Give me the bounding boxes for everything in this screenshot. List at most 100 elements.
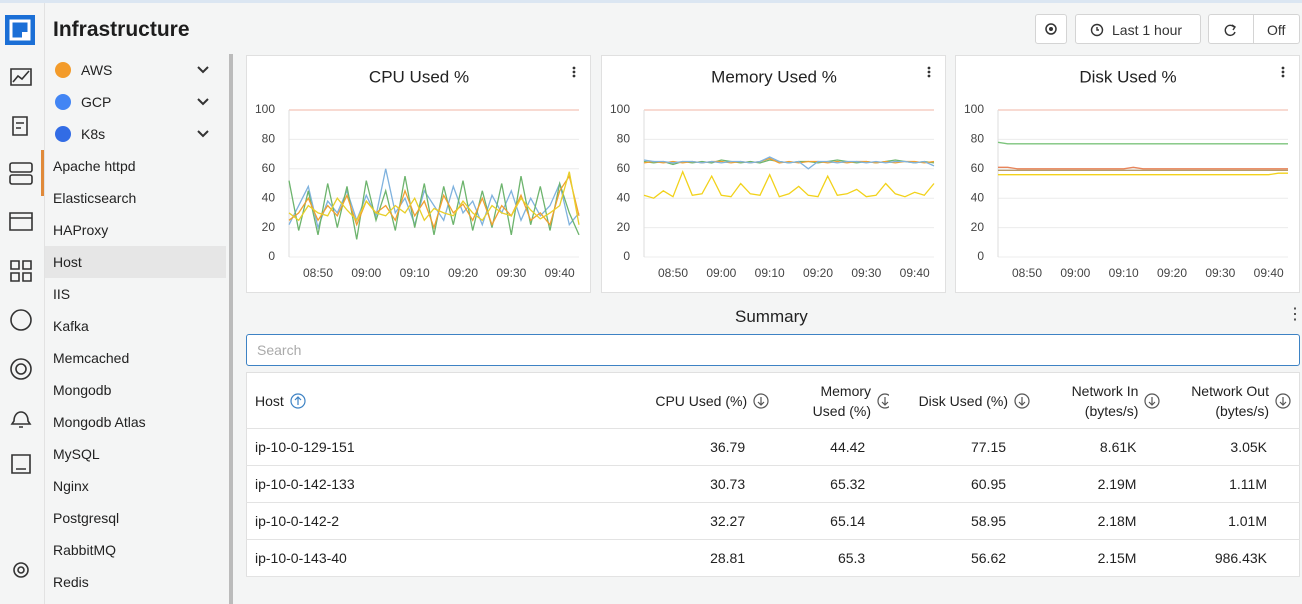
table-cell: 65.3: [777, 539, 898, 577]
nav-icon[interactable]: [9, 212, 33, 231]
x-tick-label: 09:30: [496, 266, 526, 280]
chart-panel: CPU Used % 0 20 40 60 80 100 08:50 09:00 09:10 09:…: [246, 55, 591, 293]
y-tick-label: 100: [610, 102, 630, 116]
sidebar-item-label: Nginx: [53, 478, 89, 494]
sidebar-item-label: AWS: [81, 62, 113, 78]
table-cell: 65.32: [777, 465, 898, 503]
series-line: [998, 166, 1288, 170]
x-tick-label: 09:10: [1109, 266, 1139, 280]
chart-menu-dot: [572, 70, 576, 74]
sort-icon[interactable]: [1014, 392, 1030, 409]
sidebar-item[interactable]: Nginx: [45, 470, 226, 502]
table-cell: ip-10-0-142-2: [246, 502, 637, 540]
y-tick-label: 80: [617, 132, 631, 146]
provider-icon: [55, 126, 71, 142]
sidebar-item[interactable]: IIS: [45, 278, 226, 310]
icon-bar: [0, 3, 45, 604]
table-cell: 30.73: [636, 465, 778, 503]
sidebar-item[interactable]: Kafka: [45, 310, 226, 342]
sidebar-item[interactable]: Host: [45, 246, 226, 278]
y-tick-label: 20: [971, 220, 985, 234]
sidebar-item[interactable]: HAProxy: [45, 214, 226, 246]
y-tick-label: 0: [977, 249, 984, 263]
sidebar-item[interactable]: MySQL: [45, 438, 226, 470]
table-cell: 44.42: [777, 428, 898, 466]
nav-icon[interactable]: [17, 566, 25, 574]
series-line: [288, 174, 580, 230]
sidebar-item[interactable]: K8s: [45, 118, 226, 150]
sidebar-item[interactable]: RabbitMQ: [45, 534, 226, 566]
nav-icon[interactable]: [11, 454, 31, 474]
sort-circle: [1014, 392, 1030, 409]
nav-icon[interactable]: [10, 309, 32, 331]
nav-icon[interactable]: [13, 562, 29, 578]
y-tick-label: 40: [262, 190, 276, 204]
column-header-wrap: Disk Used (%): [919, 391, 1030, 411]
clock-icon: [1090, 23, 1104, 37]
sort-circle: [290, 392, 306, 409]
y-tick-label: 40: [617, 190, 631, 204]
sort-icon[interactable]: [1275, 392, 1291, 409]
nav-icon[interactable]: [9, 162, 33, 173]
sort-icon[interactable]: [1144, 392, 1161, 409]
sidebar-item[interactable]: Memcached: [45, 342, 226, 374]
table-row: ip-10-0-142-133 30.73 65.32 60.95 2.19M 1.11M: [246, 465, 1300, 503]
table-cell: 60.95: [897, 465, 1039, 503]
table-cell: 2.19M: [1038, 465, 1169, 503]
table-cell: ip-10-0-143-40: [246, 539, 637, 577]
sort-arrow: [1018, 396, 1026, 406]
sidebar-item[interactable]: Postgresql: [45, 502, 226, 534]
chart-menu-dot: [927, 70, 931, 74]
scrollbar[interactable]: [229, 54, 233, 604]
sidebar-item-label: MySQL: [53, 446, 100, 462]
column-header-label: CPU Used (%): [655, 392, 748, 409]
nav-icon[interactable]: [15, 363, 27, 375]
table-cell: 36.79: [636, 428, 778, 466]
nav-icon[interactable]: [9, 174, 33, 185]
sidebar-item[interactable]: Mongodb: [45, 374, 226, 406]
time-range-button[interactable]: Last 1 hour: [1075, 14, 1201, 44]
refresh-button[interactable]: Off: [1208, 14, 1300, 44]
series-line: [288, 168, 580, 230]
sort-arrow: [294, 395, 302, 405]
sidebar-item[interactable]: Apache httpd: [45, 150, 226, 182]
refresh-off-label: Off: [1267, 22, 1286, 38]
sort-icon[interactable]: [290, 392, 306, 409]
x-tick-label: 08:50: [303, 266, 333, 280]
search-box[interactable]: Search: [246, 334, 1300, 366]
x-tick-label: 08:50: [658, 266, 688, 280]
sort-arrow: [757, 396, 765, 406]
sort-icon[interactable]: [753, 392, 769, 409]
item-icon: [55, 94, 209, 110]
table-cell: 986.43K: [1168, 539, 1300, 577]
column-header-wrap: Host: [255, 391, 306, 411]
nav-icon[interactable]: [10, 68, 32, 86]
y-tick-label: 20: [262, 220, 276, 234]
summary-menu[interactable]: ⋮: [1287, 306, 1302, 323]
page-title: Infrastructure: [53, 18, 190, 41]
nav-icon[interactable]: [10, 411, 32, 428]
x-tick-label: 09:40: [545, 266, 575, 280]
sidebar-item-label: Host: [53, 254, 82, 270]
y-tick-label: 60: [971, 161, 985, 175]
active-marker: [41, 150, 44, 196]
sidebar-item[interactable]: AWS: [45, 54, 226, 86]
settings-button[interactable]: [1035, 14, 1067, 44]
sort-icon[interactable]: [877, 392, 890, 409]
chart-menu-dot: [927, 66, 931, 70]
column-header: Disk Used (%): [897, 372, 1039, 429]
nav-icon[interactable]: [12, 116, 28, 136]
x-tick-label: 09:10: [400, 266, 430, 280]
series-line: [643, 156, 935, 170]
sidebar-item[interactable]: Redis: [45, 566, 226, 598]
y-tick-label: 0: [268, 249, 275, 263]
sidebar-item[interactable]: Elasticsearch: [45, 182, 226, 214]
sidebar-item-label: Memcached: [53, 350, 130, 366]
sidebar-item[interactable]: Mongodb Atlas: [45, 406, 226, 438]
sort-circle: [753, 392, 769, 409]
nav-icon[interactable]: [10, 358, 32, 380]
table-cell: 32.27: [636, 502, 778, 540]
chart-menu-dot: [1281, 70, 1285, 74]
sidebar-item[interactable]: GCP: [45, 86, 226, 118]
nav-icon[interactable]: [10, 260, 32, 282]
